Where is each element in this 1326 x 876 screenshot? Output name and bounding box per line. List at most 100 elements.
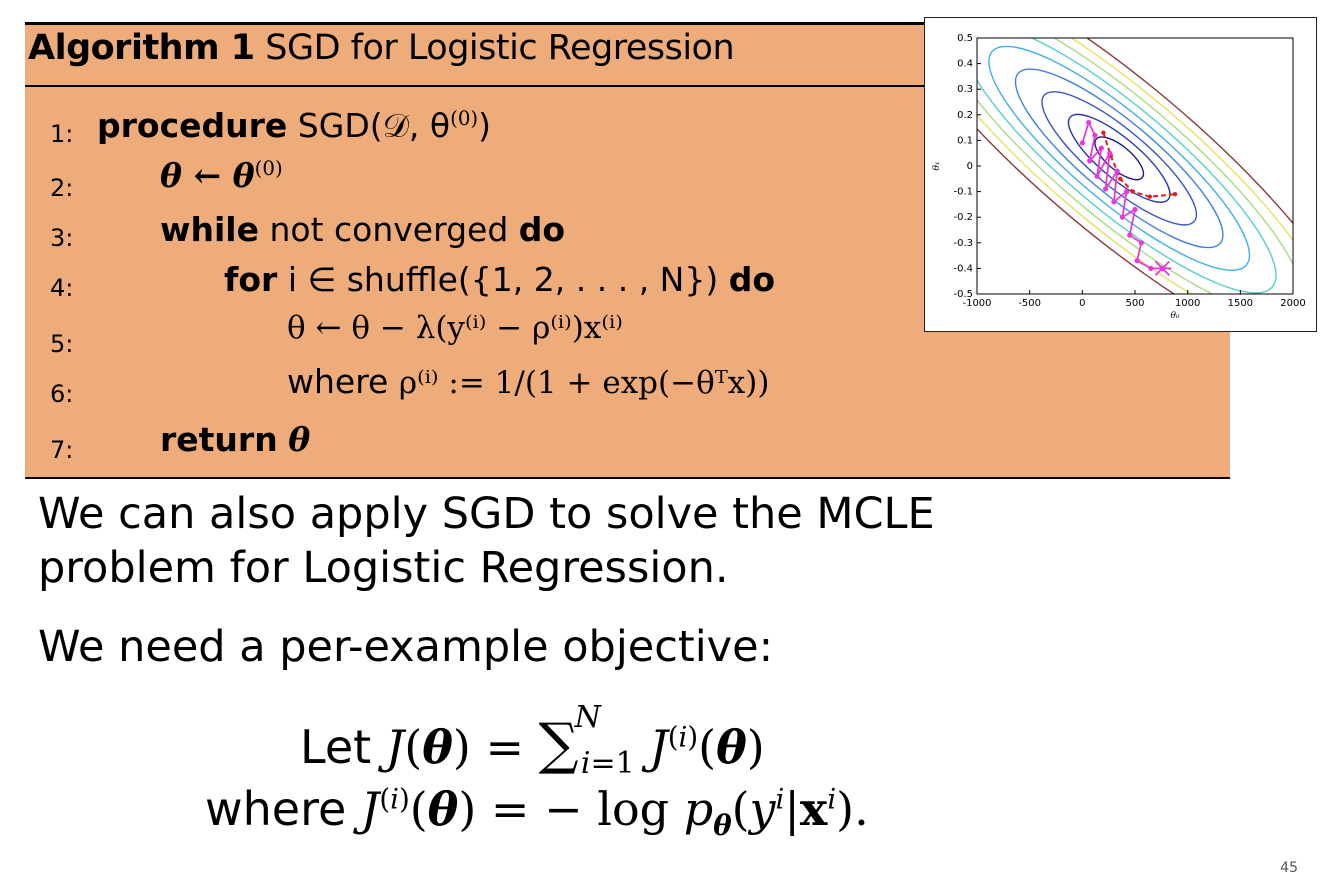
- sgd-point-14: [1127, 232, 1133, 238]
- y-tick-label-11: -0.5: [953, 289, 973, 300]
- init-assignment-superscript: (0): [254, 157, 283, 180]
- return-value: θ: [288, 420, 311, 459]
- sgd-point-5: [1098, 145, 1104, 151]
- algorithm-caption: Algorithm 1 SGD for Logistic Regression: [28, 28, 735, 68]
- sgd-point-3: [1092, 132, 1098, 138]
- x-axis-label: θ₀: [1170, 311, 1179, 321]
- procedure-keyword: procedure: [97, 106, 288, 145]
- for-range: i ∈ shuffle({1, 2, . . . , N}): [287, 260, 719, 299]
- paragraph-1-line-1: We can also apply SGD to solve the MCLE: [38, 489, 935, 539]
- contour-line-3: [1041, 91, 1198, 226]
- sgd-point-9: [1114, 168, 1120, 174]
- y-tick-label-8: -0.2: [953, 212, 973, 223]
- contour-line-5: [988, 45, 1251, 271]
- line-number-1: 1:: [50, 120, 74, 148]
- sgd-point-7: [1107, 150, 1113, 156]
- x-tick-label-6: 1500: [1228, 298, 1253, 309]
- equation-1-math: J(θ) = ∑Ni=1 J(i)(θ): [385, 700, 765, 782]
- algo-line-7: return θ: [160, 420, 310, 459]
- equation-1: Let J(θ) = ∑Ni=1 J(i)(θ): [300, 700, 765, 781]
- line-number-3: 3:: [50, 224, 74, 252]
- y-tick-label-1: 0.5: [957, 33, 973, 44]
- algorithm-label: Algorithm 1: [28, 28, 255, 68]
- x-tick-label-2: -500: [1018, 298, 1041, 309]
- init-superscript: (0): [450, 107, 479, 130]
- sgd-point-8: [1102, 186, 1109, 192]
- algo-line-3: while not converged do: [160, 210, 565, 249]
- paragraph-1-line-2: problem for Logistic Regression.: [38, 543, 729, 593]
- equation-1-word: Let: [300, 720, 372, 774]
- line-number-2: 2:: [50, 174, 74, 202]
- top-rule: [25, 22, 1230, 25]
- y-tick-label-10: -0.4: [953, 263, 973, 274]
- sgd-path: [1081, 120, 1163, 270]
- signature-close: ): [478, 106, 492, 145]
- while-keyword: while: [160, 210, 259, 249]
- procedure-signature: SGD(𝒟, θ: [297, 106, 451, 145]
- y-tick-label-5: 0.1: [957, 135, 973, 146]
- return-keyword: return: [160, 420, 278, 459]
- equation-2: where J(i)(θ) = − log pθ(yi|xi).: [205, 782, 869, 842]
- line-number-6: 6:: [50, 380, 74, 408]
- do-keyword-2: do: [728, 260, 776, 299]
- contour-line-4: [1014, 68, 1224, 249]
- sgd-point-10: [1111, 199, 1117, 205]
- init-assignment: θ ← θ: [160, 156, 255, 195]
- for-keyword: for: [224, 260, 278, 299]
- y-tick-label-6: 0: [967, 161, 973, 172]
- algo-line-2: θ ← θ(0): [160, 156, 283, 195]
- y-tick-label-2: 0.4: [957, 59, 973, 70]
- algo-line-4: for i ∈ shuffle({1, 2, . . . , N}) do: [224, 260, 775, 299]
- batch-point-5: [1147, 194, 1152, 199]
- slide-number: 45: [1280, 860, 1298, 876]
- equation-2-math: J(i)(θ) = − log pθ(yi|xi).: [360, 782, 869, 843]
- sgd-point-17: [1148, 265, 1154, 271]
- line-number-5: 5:: [50, 330, 74, 358]
- contour-line-8: [977, 38, 1293, 294]
- sgd-end-marker: [1153, 260, 1172, 277]
- sgd-point-15: [1138, 240, 1144, 246]
- contour-line-7: [977, 38, 1293, 294]
- plot-frame: [976, 37, 1294, 295]
- y-axis-label: θ₁: [932, 161, 942, 170]
- sgd-point-16: [1134, 258, 1140, 264]
- algo-line-5: θ ← θ − λ(y⁽ⁱ⁾ − ρ⁽ⁱ⁾)x⁽ⁱ⁾: [287, 310, 623, 346]
- do-keyword: do: [518, 210, 566, 249]
- algo-line-1: procedure SGD(𝒟, θ(0)): [97, 106, 491, 146]
- contour-line-1: [1094, 136, 1145, 181]
- caption-rule: [25, 85, 1230, 87]
- contour-plot-svg: -1000 -500 0 500 1000 1500 2000 0.5 0.4 0.3 0.2 0.1…: [932, 33, 1306, 321]
- contour-line-9: [977, 38, 1293, 294]
- algorithm-title: SGD for Logistic Regression: [265, 28, 735, 68]
- sgd-point-13: [1132, 206, 1138, 213]
- x-tick-label-7: 2000: [1280, 298, 1305, 309]
- bottom-rule: [25, 477, 1230, 479]
- y-tick-label-7: -0.1: [953, 187, 973, 198]
- contour-plot: -1000 -500 0 500 1000 1500 2000 0.5 0.4 0.3 0.2 0.1…: [924, 17, 1317, 332]
- contour-line-6: [977, 38, 1277, 294]
- rho-definition: ρ⁽ⁱ⁾ := 1/(1 + exp(−θᵀx)): [398, 365, 770, 401]
- y-tick-label-3: 0.3: [957, 84, 973, 95]
- y-tick-label-9: -0.3: [953, 238, 973, 249]
- batch-point-3: [1118, 176, 1123, 181]
- while-condition: not converged: [269, 210, 509, 249]
- paragraph-2: We need a per-example objective:: [38, 622, 774, 672]
- sgd-point-4: [1087, 158, 1093, 164]
- line-number-4: 4:: [50, 274, 74, 302]
- equation-2-word: where: [205, 782, 347, 836]
- sgd-point-6: [1094, 173, 1100, 179]
- sgd-point-2: [1086, 119, 1092, 126]
- batch-point-4: [1130, 189, 1136, 194]
- contour-line-2: [1067, 113, 1171, 203]
- plot-area: [977, 38, 1293, 294]
- algo-line-6: where ρ⁽ⁱ⁾ := 1/(1 + exp(−θᵀx)): [287, 362, 769, 401]
- paragraph-1: We can also apply SGD to solve the MCLE …: [38, 487, 935, 595]
- y-tick-label-4: 0.2: [957, 110, 973, 121]
- line-number-7: 7:: [50, 436, 74, 464]
- where-word: where: [287, 362, 389, 401]
- batch-point-1: [1101, 130, 1106, 135]
- x-tick-label-5: 1000: [1175, 298, 1200, 309]
- sgd-point-11: [1123, 189, 1130, 195]
- sgd-point-1: [1079, 140, 1085, 146]
- sgd-point-12: [1119, 214, 1125, 220]
